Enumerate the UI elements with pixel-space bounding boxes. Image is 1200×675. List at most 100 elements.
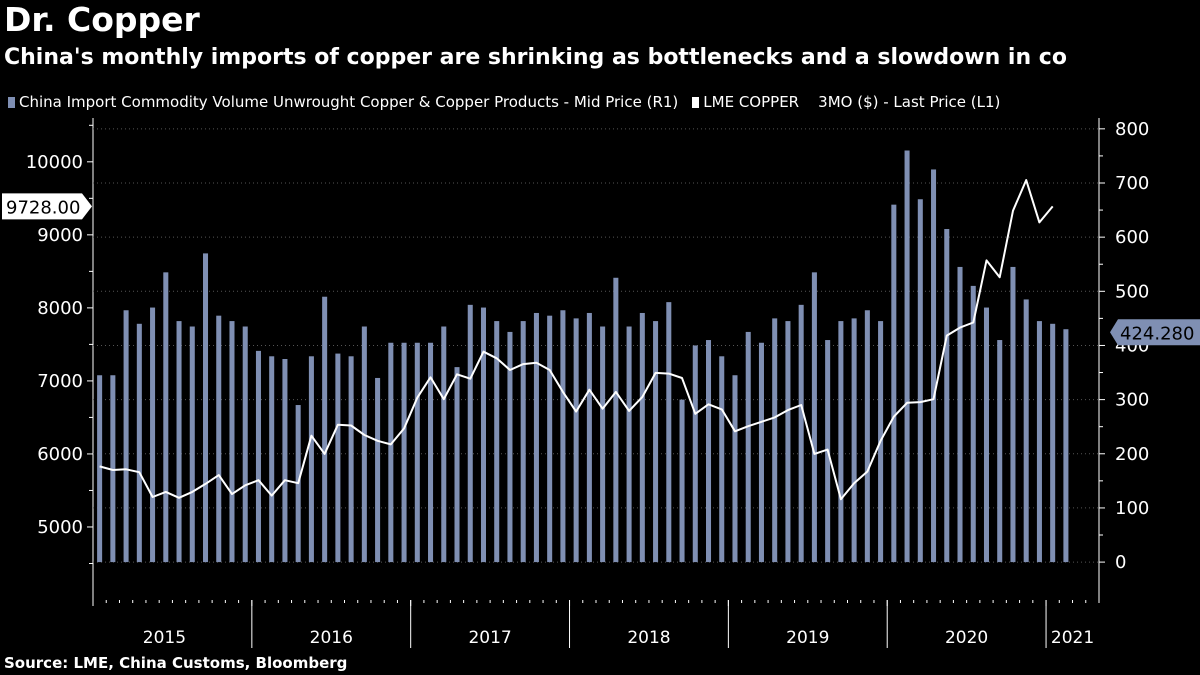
bar-imports-37 bbox=[586, 312, 592, 563]
bar-imports-12 bbox=[255, 350, 261, 563]
bar-imports-5 bbox=[163, 272, 169, 563]
source-note: Source: LME, China Customs, Bloomberg bbox=[4, 654, 348, 672]
bar-imports-44 bbox=[679, 399, 685, 563]
right-tick-label-200: 200 bbox=[1115, 444, 1149, 465]
bar-imports-6 bbox=[176, 321, 182, 563]
bar-imports-11 bbox=[242, 326, 248, 563]
bar-imports-35 bbox=[560, 310, 566, 563]
bar-imports-58 bbox=[864, 310, 870, 563]
bar-imports-69 bbox=[1010, 266, 1016, 563]
bar-imports-20 bbox=[361, 326, 367, 563]
bar-imports-39 bbox=[613, 277, 619, 563]
bar-imports-23 bbox=[401, 342, 407, 563]
bar-imports-70 bbox=[1023, 299, 1029, 563]
bar-imports-68 bbox=[997, 340, 1003, 563]
bar-imports-47 bbox=[719, 356, 725, 563]
bar-imports-60 bbox=[891, 204, 897, 563]
bar-imports-13 bbox=[269, 356, 275, 563]
right-tick-label-100: 100 bbox=[1115, 498, 1149, 519]
bar-imports-22 bbox=[388, 342, 394, 563]
bar-imports-64 bbox=[944, 229, 950, 563]
bar-imports-49 bbox=[745, 331, 751, 563]
bar-imports-21 bbox=[375, 377, 381, 563]
x-label-2016: 2016 bbox=[310, 628, 353, 648]
right-tick-label-500: 500 bbox=[1115, 281, 1149, 302]
x-label-2017: 2017 bbox=[468, 628, 511, 648]
bar-imports-34 bbox=[547, 315, 553, 563]
bar-imports-28 bbox=[467, 304, 473, 563]
bar-imports-61 bbox=[904, 150, 910, 563]
bar-imports-46 bbox=[705, 340, 712, 563]
bar-imports-10 bbox=[229, 321, 235, 563]
bar-imports-2 bbox=[123, 310, 129, 563]
bar-imports-45 bbox=[692, 345, 698, 563]
bar-imports-16 bbox=[308, 356, 314, 563]
left-flag-shape bbox=[2, 193, 92, 220]
x-label-2020: 2020 bbox=[945, 628, 988, 648]
legend-swatch-lme-copper bbox=[692, 96, 700, 108]
legend-label-lme-copper: LME COPPER 3MO ($) - Last Price (L1) bbox=[703, 93, 1001, 111]
bar-imports-73 bbox=[1063, 329, 1069, 563]
bar-imports-4 bbox=[150, 307, 156, 563]
right-tick-label-0: 0 bbox=[1115, 552, 1126, 573]
bar-imports-41 bbox=[639, 312, 645, 563]
right-tick-label-800: 800 bbox=[1115, 119, 1149, 140]
x-label-2015: 2015 bbox=[143, 628, 186, 648]
bar-imports-29 bbox=[480, 307, 487, 563]
bar-imports-1 bbox=[110, 375, 116, 563]
bar-imports-25 bbox=[428, 342, 434, 563]
bar-imports-27 bbox=[454, 367, 460, 563]
right-tick-label-700: 700 bbox=[1115, 173, 1149, 194]
bar-imports-24 bbox=[414, 342, 420, 563]
bar-imports-62 bbox=[917, 199, 923, 563]
x-label-2021: 2021 bbox=[1051, 628, 1094, 648]
bar-imports-9 bbox=[216, 315, 222, 563]
x-label-2019: 2019 bbox=[786, 628, 829, 648]
legend-item-imports: China Import Commodity Volume Unwrought … bbox=[8, 93, 678, 111]
chart-subtitle: China's monthly imports of copper are sh… bbox=[4, 45, 1067, 70]
line-series-lme-copper bbox=[99, 179, 1054, 501]
bar-imports-48 bbox=[732, 375, 738, 563]
bar-imports-54 bbox=[811, 272, 817, 563]
bar-imports-26 bbox=[441, 326, 447, 563]
bar-imports-67 bbox=[983, 307, 990, 563]
bar-imports-32 bbox=[520, 321, 526, 563]
x-label-2018: 2018 bbox=[627, 628, 670, 648]
left-tick-label-6000: 6000 bbox=[37, 444, 83, 465]
bar-imports-40 bbox=[626, 326, 632, 563]
legend-swatch-imports bbox=[8, 96, 15, 108]
bar-imports-66 bbox=[970, 285, 976, 563]
right-tick-label-300: 300 bbox=[1115, 390, 1149, 411]
left-flag-value: 9728.00 bbox=[6, 197, 80, 218]
bar-imports-72 bbox=[1050, 323, 1056, 563]
left-tick-label-7000: 7000 bbox=[37, 371, 83, 392]
bar-series-imports bbox=[97, 150, 1069, 563]
right-flag-value: 424.280 bbox=[1120, 323, 1194, 344]
left-tick-label-9000: 9000 bbox=[37, 225, 83, 246]
bar-imports-65 bbox=[957, 266, 963, 563]
bar-imports-53 bbox=[798, 304, 804, 563]
bar-imports-38 bbox=[600, 326, 606, 563]
bar-imports-57 bbox=[851, 318, 857, 563]
bar-imports-14 bbox=[282, 359, 288, 563]
bar-imports-52 bbox=[785, 321, 791, 563]
legend: China Import Commodity Volume Unwrought … bbox=[8, 92, 1014, 112]
bar-imports-30 bbox=[494, 321, 500, 563]
bar-imports-18 bbox=[335, 353, 341, 563]
bar-imports-17 bbox=[322, 296, 328, 563]
chart-title: Dr. Copper bbox=[4, 0, 200, 39]
right-tick-label-600: 600 bbox=[1115, 227, 1149, 248]
bar-imports-50 bbox=[758, 342, 764, 563]
bar-imports-56 bbox=[838, 321, 844, 563]
bar-imports-71 bbox=[1036, 321, 1042, 563]
right-last-value-flag: 424.280 bbox=[1110, 319, 1200, 346]
left-tick-label-8000: 8000 bbox=[37, 298, 83, 319]
bar-imports-43 bbox=[666, 302, 672, 563]
bar-imports-42 bbox=[653, 321, 659, 563]
right-flag-shape bbox=[1110, 319, 1200, 346]
bar-imports-0 bbox=[97, 375, 103, 563]
bar-imports-3 bbox=[136, 323, 142, 563]
left-last-value-flag: 9728.00 bbox=[2, 193, 92, 220]
legend-label-imports: China Import Commodity Volume Unwrought … bbox=[19, 93, 679, 111]
